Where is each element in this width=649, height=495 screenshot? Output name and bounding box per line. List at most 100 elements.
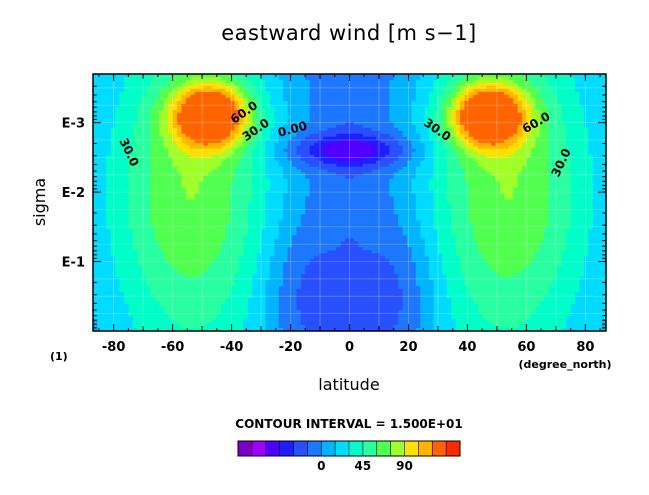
contour-cell [517, 166, 523, 171]
contour-cell [154, 112, 160, 117]
contour-cell [530, 121, 536, 126]
contour-cell [389, 166, 395, 171]
contour-cell [486, 151, 492, 156]
contour-cell [106, 109, 112, 114]
contour-cell [508, 130, 514, 135]
contour-cell [159, 109, 165, 114]
contour-cell [433, 91, 439, 96]
contour-cell [552, 142, 558, 147]
contour-cell [491, 127, 497, 132]
contour-cell [278, 97, 284, 102]
contour-cell [110, 178, 116, 183]
contour-cell [566, 157, 572, 162]
contour-cell [278, 88, 284, 93]
contour-cell [292, 88, 298, 93]
contour-cell [225, 100, 231, 105]
contour-cell [177, 169, 183, 174]
contour-cell [252, 127, 258, 132]
contour-cell [345, 74, 351, 78]
contour-cell [221, 85, 227, 90]
contour-cell [97, 115, 103, 120]
contour-cell [194, 121, 200, 126]
contour-cell [575, 121, 581, 126]
contour-cell [424, 136, 430, 141]
contour-cell [575, 82, 581, 87]
contour-cell [137, 97, 143, 102]
contour-cell [398, 172, 404, 177]
contour-cell [530, 118, 536, 123]
contour-cell [216, 151, 222, 156]
contour-cell [371, 139, 377, 144]
contour-cell [327, 109, 333, 114]
contour-cell [353, 118, 359, 123]
contour-cell [504, 88, 510, 93]
contour-cell [575, 85, 581, 90]
contour-cell [570, 121, 576, 126]
contour-cell [230, 178, 236, 183]
contour-cell [406, 118, 413, 123]
contour-cell [190, 127, 196, 132]
contour-cell [513, 85, 519, 90]
contour-cell [398, 85, 404, 90]
contour-cell [216, 160, 222, 165]
contour-cell [278, 160, 284, 165]
contour-cell [132, 79, 138, 84]
contour-cell [495, 103, 501, 108]
contour-cell [168, 121, 174, 126]
contour-cell [292, 139, 298, 144]
contour-cell [190, 103, 196, 108]
contour-cell [345, 139, 351, 144]
contour-cell [340, 157, 346, 162]
contour-cell [278, 145, 284, 150]
contour-cell [177, 79, 183, 84]
contour-cell [411, 130, 417, 135]
contour-cell [566, 127, 572, 132]
contour-cell [123, 82, 129, 87]
contour-cell [451, 163, 457, 168]
contour-cell [106, 169, 112, 174]
contour-cell [177, 175, 183, 180]
contour-cell [225, 121, 231, 126]
contour-cell [119, 76, 125, 81]
contour-cell [513, 175, 519, 180]
contour-cell [207, 142, 213, 147]
contour-cell [128, 103, 134, 108]
contour-cell [340, 151, 346, 156]
contour-cell [340, 109, 346, 114]
contour-cell [296, 100, 302, 105]
contour-cell [415, 136, 421, 141]
contour-cell [283, 100, 289, 105]
contour-cell [154, 97, 160, 102]
contour-cell [185, 76, 191, 81]
contour-cell [216, 136, 222, 141]
contour-cell [110, 169, 116, 174]
contour-cell [230, 151, 236, 156]
contour-cell [172, 175, 178, 180]
contour-cell [437, 106, 443, 111]
contour-cell [464, 151, 470, 156]
contour-cell [225, 151, 231, 156]
contour-cell [433, 103, 439, 108]
contour-cell [234, 124, 240, 129]
contour-cell [123, 94, 129, 99]
contour-cell [159, 127, 165, 132]
contour-cell [336, 91, 342, 96]
contour-cell [513, 151, 519, 156]
contour-cell [309, 74, 315, 78]
contour-cell [597, 151, 603, 156]
contour-cell [331, 139, 337, 144]
contour-cell [119, 139, 125, 144]
contour-cell [420, 175, 426, 180]
contour-cell [530, 157, 536, 162]
contour-cell [557, 130, 563, 135]
contour-cell [181, 142, 187, 147]
contour-cell [137, 148, 143, 153]
contour-cell [132, 76, 138, 81]
contour-cell [106, 97, 112, 102]
contour-cell [287, 136, 293, 141]
contour-cell [353, 163, 359, 168]
contour-cell [477, 139, 483, 144]
contour-cell [575, 169, 581, 174]
contour-cell [402, 121, 408, 126]
contour-cell [433, 106, 439, 111]
